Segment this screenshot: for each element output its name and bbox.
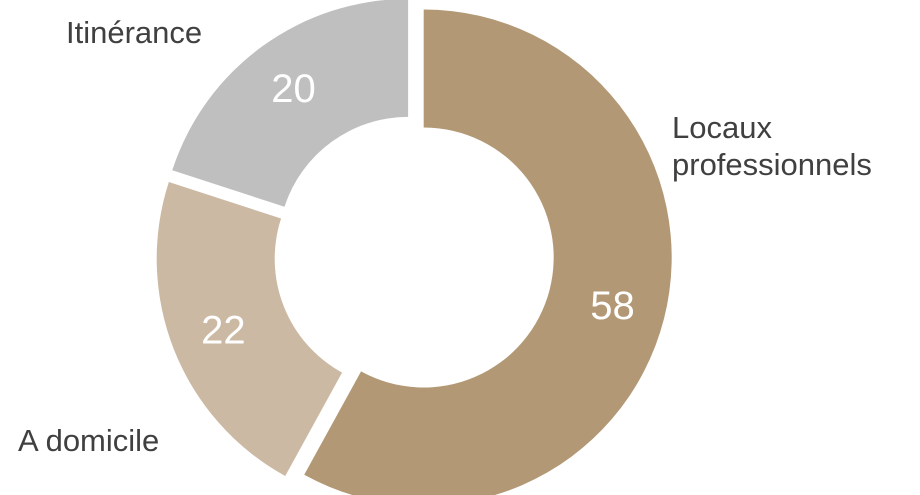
category-label-itinerance: Itinérance: [66, 15, 202, 50]
value-label-locaux-professionnels: 58: [590, 284, 635, 328]
value-label-itinerance: 20: [271, 67, 316, 111]
value-labels-group: 58 22 20: [201, 67, 635, 352]
slice-itinerance: [172, 0, 409, 207]
value-label-a-domicile: 22: [201, 308, 246, 352]
category-label-a-domicile: A domicile: [18, 423, 159, 458]
slice-locaux-professionnels: [304, 9, 672, 495]
category-label-locaux-professionnels: Locaux professionnels: [672, 110, 872, 182]
slices-group: [156, 0, 672, 495]
slice-a-domicile: [156, 182, 343, 477]
category-labels-group: Locaux professionnels A domicile Itinérance: [18, 15, 872, 458]
